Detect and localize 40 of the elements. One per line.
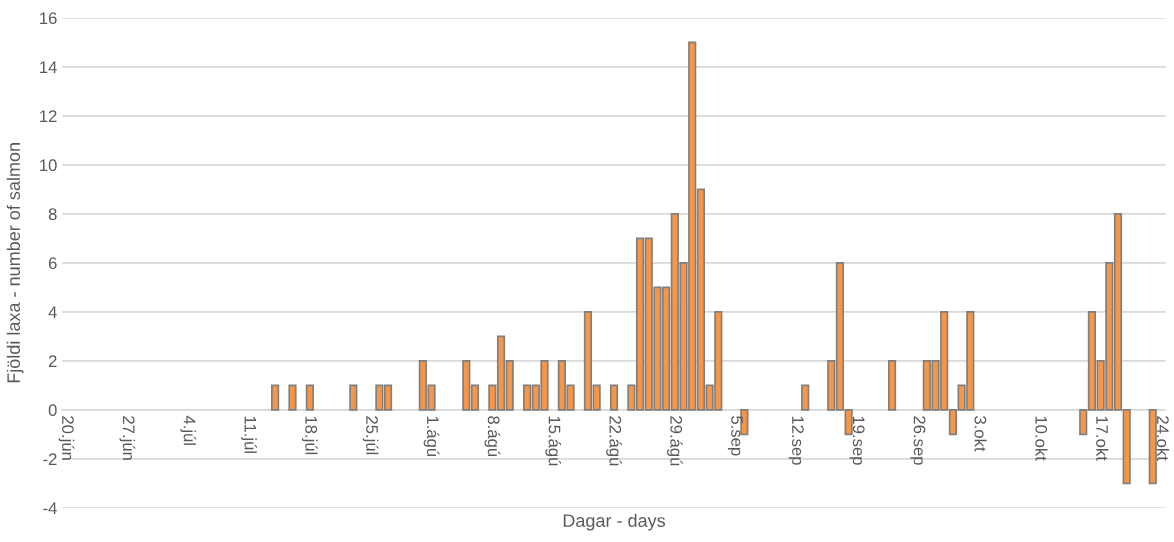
y-tick-label: 14: [40, 61, 57, 73]
x-tick-label: 17.okt: [1096, 416, 1109, 461]
x-tick-label: 26.sep: [910, 416, 926, 465]
x-tick-label: 15.ágú: [545, 416, 562, 466]
x-tick-label: 4.júl: [180, 415, 197, 445]
bar: [1148, 409, 1157, 485]
x-tick-label: 29.ágú: [666, 416, 683, 466]
x-tick-label: 1.ágú: [423, 416, 440, 457]
y-tick-label: 4: [48, 306, 57, 318]
x-tick-label: 5.sep: [727, 416, 743, 456]
bar: [288, 384, 297, 411]
x-tick-label: 18.júl: [302, 416, 318, 455]
y-tick-label: 10: [40, 159, 57, 172]
bar: [609, 384, 619, 411]
y-axis-title: Fjöldi laxa - number of salmon: [6, 143, 24, 383]
x-tick-label: 25.júl: [362, 416, 379, 455]
y-tick-label: 6: [48, 257, 57, 270]
x-tick-label: 8.ágú: [484, 416, 501, 457]
y-tick-label: 16: [40, 12, 57, 25]
y-tick-label: 12: [40, 110, 57, 122]
x-tick-label: 27.jún: [119, 416, 136, 460]
x-tick-label: 10.okt: [1035, 416, 1048, 461]
x-axis-title: Dagar - days: [563, 513, 666, 531]
y-tick-label: 2: [48, 355, 57, 367]
y-tick-label: -2: [43, 453, 57, 465]
x-tick-label: 11.júl: [241, 416, 257, 453]
bar: [271, 384, 280, 411]
bar: [349, 384, 358, 411]
x-tick-label: 3.okt: [974, 416, 987, 452]
bar: [305, 384, 314, 411]
x-tick-label: 19.sep: [849, 416, 865, 465]
x-tick-label: 20.jún: [58, 416, 75, 460]
y-tick-label: 0: [48, 404, 57, 417]
x-tick-label: 12.sep: [788, 416, 804, 465]
y-tick-label: 8: [48, 208, 57, 221]
x-tick-label: 24.okt: [1156, 416, 1170, 461]
bar: [887, 360, 897, 411]
x-tick-label: 22.ágú: [606, 416, 622, 466]
y-tick-label: -4: [43, 502, 57, 514]
bar: [801, 384, 810, 411]
